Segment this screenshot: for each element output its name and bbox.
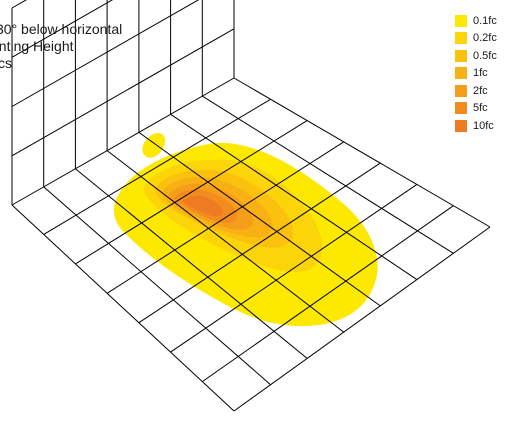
- legend-label: 1fc: [473, 67, 488, 79]
- legend-swatch: [455, 120, 467, 132]
- legend-label: 10fc: [473, 120, 494, 132]
- legend-item: 0.2fc: [455, 30, 497, 48]
- description-line-2: unting Height: [0, 38, 74, 55]
- legend-swatch: [455, 102, 467, 114]
- legend-item: 0.5fc: [455, 47, 497, 65]
- legend-label: 0.5fc: [473, 50, 497, 62]
- description-line-3: tics: [0, 55, 12, 72]
- legend-swatch: [455, 85, 467, 97]
- floor-contours: [114, 133, 378, 326]
- legend-swatch: [455, 15, 467, 27]
- legend-label: 0.1fc: [473, 15, 497, 27]
- wall-grid-line: [12, 0, 234, 8]
- legend-item: 1fc: [455, 65, 497, 83]
- legend-item: 5fc: [455, 100, 497, 118]
- legend-swatch: [455, 67, 467, 79]
- legend-item: 0.1fc: [455, 12, 497, 30]
- legend: 0.1fc 0.2fc 0.5fc 1fc 2fc 5fc 10fc: [455, 12, 497, 135]
- legend-label: 2fc: [473, 85, 488, 97]
- description-line-1: 30° below horizontal: [0, 21, 122, 38]
- legend-label: 0.2fc: [473, 32, 497, 44]
- legend-item: 10fc: [455, 117, 497, 135]
- legend-label: 5fc: [473, 102, 488, 114]
- legend-swatch: [455, 32, 467, 44]
- legend-item: 2fc: [455, 82, 497, 100]
- contour-0.1fc-wall-spot: [142, 133, 165, 158]
- legend-swatch: [455, 50, 467, 62]
